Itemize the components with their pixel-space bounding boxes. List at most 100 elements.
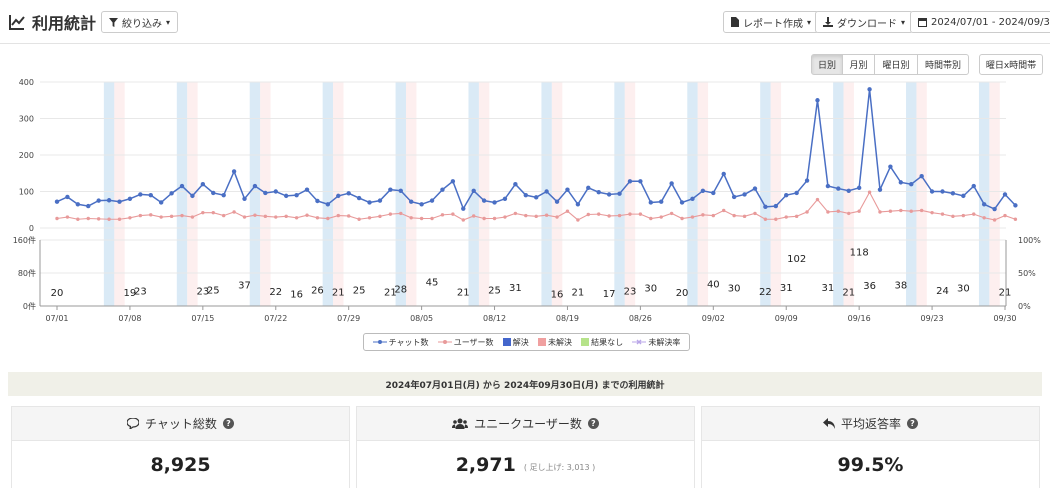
data-point	[586, 212, 590, 217]
weekly-value-label: 45	[426, 277, 439, 288]
legend-item-unresolved[interactable]: 未解決	[537, 337, 572, 348]
data-point	[65, 194, 70, 200]
legend-item-chats[interactable]: チャット数	[372, 337, 429, 348]
tab-weekday-hour[interactable]: 曜日x時間帯	[979, 54, 1043, 75]
data-point	[211, 210, 215, 215]
data-point	[76, 217, 80, 221]
data-point	[65, 215, 70, 219]
data-point	[1013, 203, 1018, 208]
comment-icon	[127, 418, 140, 429]
data-point	[825, 183, 831, 189]
data-point	[617, 213, 622, 218]
y-tick-label: 0	[29, 224, 34, 233]
reply-icon	[822, 418, 835, 429]
sunday-band	[843, 82, 854, 306]
data-point	[336, 213, 340, 218]
data-point	[263, 214, 268, 219]
data-point	[794, 190, 799, 196]
data-point	[534, 195, 539, 200]
data-point	[929, 189, 935, 194]
data-point	[472, 214, 476, 218]
weekly-value-label: 102	[787, 254, 806, 265]
y-tick-label: 0件	[23, 301, 36, 311]
title-wrap: 利用統計	[8, 10, 96, 34]
square-marker-icon	[502, 338, 511, 346]
weekly-value-label: 26	[311, 285, 324, 296]
x-tick-label: 08/26	[629, 314, 652, 323]
legend-item-users[interactable]: ユーザー数	[437, 337, 494, 348]
date-range-button[interactable]: 2024/07/01 - 2024/09/30 ▾	[910, 11, 1050, 33]
sunday-band	[114, 82, 125, 306]
data-point	[951, 214, 955, 219]
download-button[interactable]: ダウンロード ▾	[815, 11, 914, 33]
card-body: 8,925	[12, 441, 349, 489]
x-tick-label: 08/19	[556, 314, 579, 323]
data-point	[419, 202, 424, 207]
filter-button[interactable]: 絞り込み ▾	[101, 11, 179, 33]
data-point	[649, 216, 653, 221]
data-point	[325, 202, 331, 207]
sunday-band	[478, 82, 490, 306]
legend-item-unresolved-rate[interactable]: 未解決率	[632, 337, 680, 348]
y-tick-label: 200	[19, 151, 34, 160]
sunday-band	[624, 82, 636, 306]
data-point	[378, 214, 382, 219]
data-point	[127, 196, 133, 201]
sunday-band	[770, 82, 782, 306]
card-title: チャット総数	[145, 417, 217, 431]
data-point	[54, 199, 60, 204]
data-point	[596, 190, 601, 195]
data-point	[773, 203, 779, 209]
help-icon[interactable]: ?	[587, 418, 599, 429]
data-point	[971, 183, 976, 189]
data-point	[481, 198, 487, 203]
tab-weekday[interactable]: 曜日別	[874, 54, 918, 75]
data-point	[919, 208, 924, 213]
help-icon[interactable]: ?	[907, 418, 918, 429]
data-point	[981, 202, 987, 207]
x-tick-label: 08/05	[410, 314, 433, 323]
data-point	[346, 214, 351, 218]
page-title: 利用統計	[32, 14, 97, 33]
report-button[interactable]: レポート作成 ▾	[723, 11, 820, 33]
saturday-band	[833, 82, 844, 306]
y-tick-label: 80件	[18, 268, 36, 278]
data-point	[804, 178, 810, 183]
legend-item-resolved[interactable]: 解決	[502, 337, 529, 348]
tab-hourly[interactable]: 時間帯別	[917, 54, 969, 75]
data-point	[940, 212, 945, 216]
card-reply-rate: 平均返答率 ? 99.5%	[701, 406, 1040, 489]
download-label: ダウンロード	[837, 18, 897, 30]
weekly-value-label: 38	[894, 280, 907, 291]
card-value: 8,925	[150, 454, 211, 476]
data-point	[888, 164, 893, 169]
y-tick-label: 100	[19, 188, 34, 197]
data-point	[388, 187, 393, 192]
data-point	[75, 202, 81, 207]
data-point	[158, 200, 164, 205]
x-tick-label: 09/30	[993, 314, 1016, 323]
data-point	[606, 192, 612, 197]
data-point	[356, 195, 362, 201]
data-point	[753, 211, 757, 216]
weekly-value-label: 20	[51, 288, 64, 299]
weekly-value-label: 23	[196, 287, 209, 298]
square-marker-icon	[537, 338, 546, 346]
x-marker-icon	[632, 339, 647, 345]
legend-label: 結果なし	[591, 337, 624, 347]
data-point	[388, 212, 393, 216]
data-point	[440, 187, 445, 192]
legend-item-no-result[interactable]: 結果なし	[581, 337, 623, 348]
card-total-chats: チャット総数 ? 8,925	[11, 406, 350, 489]
data-point	[450, 179, 456, 184]
data-point	[534, 214, 538, 219]
line-chart-icon	[9, 15, 25, 30]
data-point	[815, 98, 820, 103]
tab-monthly[interactable]: 月別	[842, 54, 875, 75]
data-point	[763, 217, 768, 221]
weekly-value-label: 21	[842, 287, 855, 298]
help-icon[interactable]: ?	[222, 418, 234, 429]
data-point	[836, 209, 841, 213]
y2-tick-label: 100%	[1018, 236, 1041, 245]
x-tick-label: 07/08	[118, 314, 141, 323]
